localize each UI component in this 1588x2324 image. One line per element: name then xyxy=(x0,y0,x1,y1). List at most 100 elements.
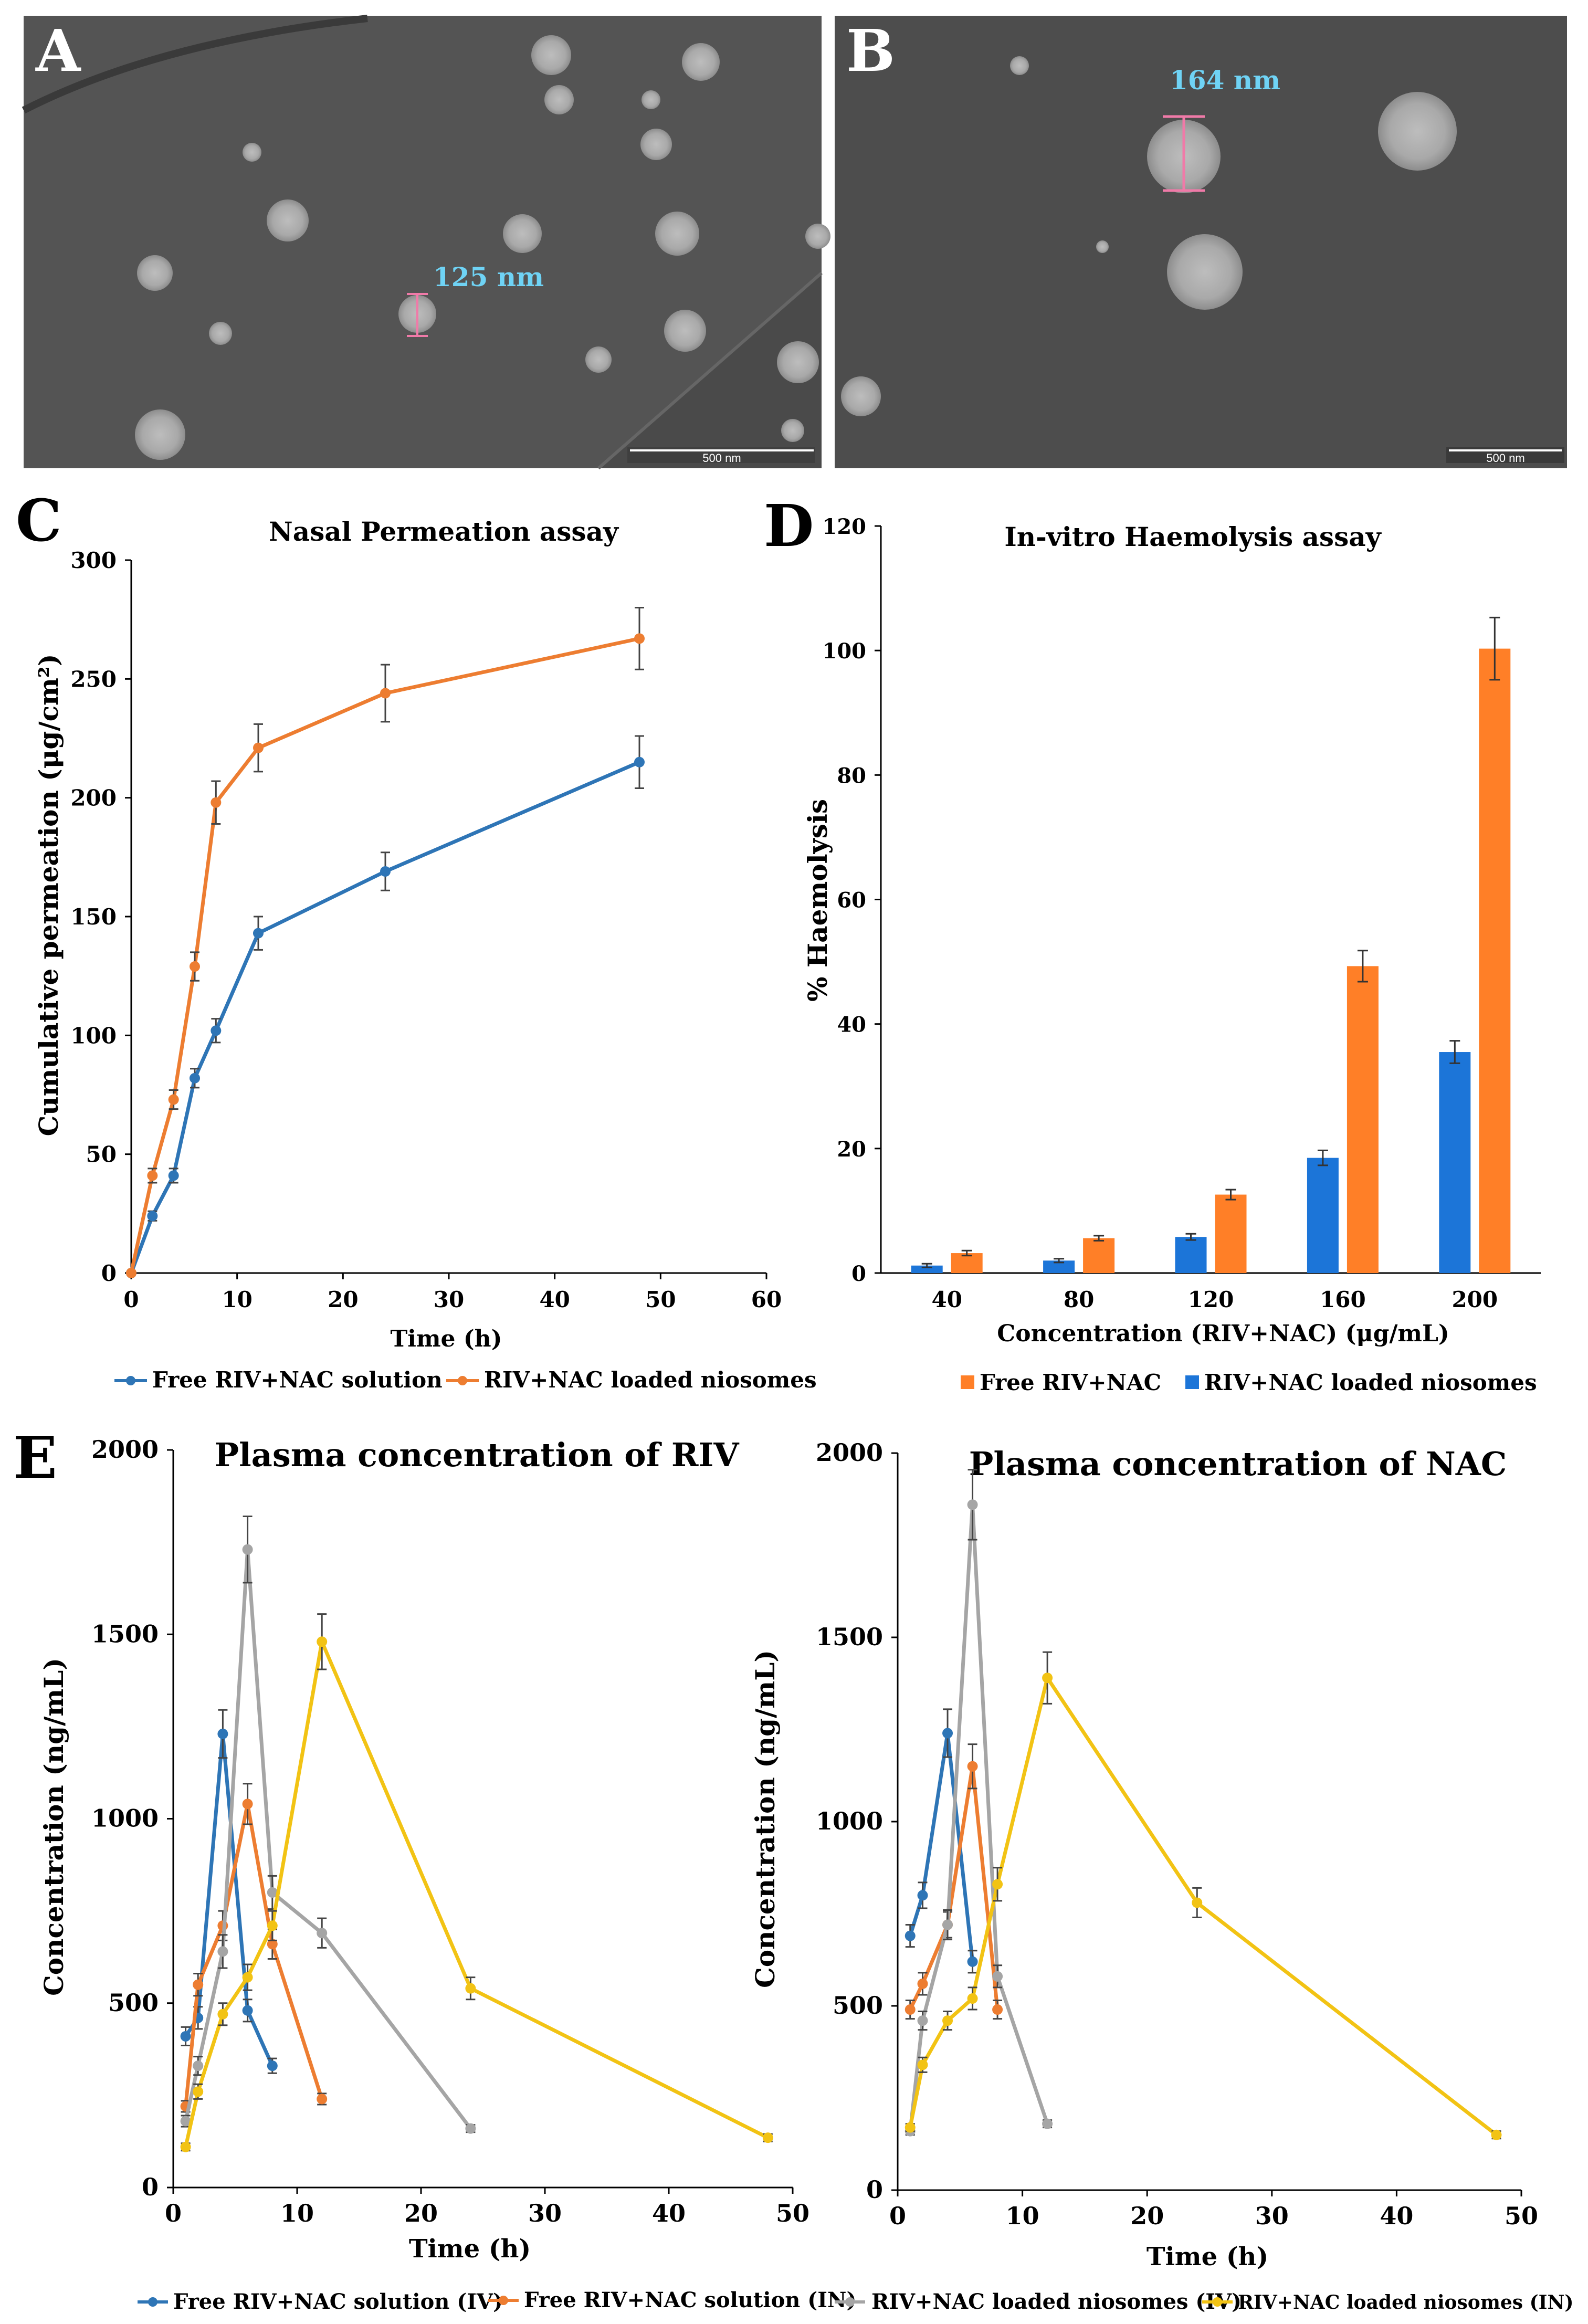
y-tick-label: 120 xyxy=(823,514,867,539)
chart-d-ylabel: % Haemolysis xyxy=(802,799,833,1002)
chart-e2-ylabel: Concentration (ng/mL) xyxy=(750,1650,781,1988)
bar-riv-nac-loaded-niosomes-80 xyxy=(1043,1260,1075,1273)
x-tick-label: 50 xyxy=(645,1287,676,1312)
bar-riv-nac-loaded-niosomes-40 xyxy=(911,1265,943,1273)
data-point xyxy=(917,1978,928,1989)
data-point xyxy=(242,1972,253,1983)
x-tick-label: 40 xyxy=(652,2199,686,2227)
data-point xyxy=(267,2060,278,2071)
data-point xyxy=(253,742,264,753)
data-point xyxy=(992,1879,1003,1890)
panel-b-measure-label: 164 nm xyxy=(1170,65,1280,96)
x-tick-label: 50 xyxy=(776,2199,809,2227)
bar-free-riv-nac-160 xyxy=(1347,966,1379,1273)
bar-free-riv-nac-120 xyxy=(1215,1194,1247,1273)
series-riv-nac-loaded-niosomes xyxy=(126,607,645,1278)
chart-e1-series xyxy=(180,1515,773,2152)
data-point xyxy=(942,1919,953,1930)
y-tick-label: 80 xyxy=(837,763,866,788)
data-point xyxy=(193,2086,204,2097)
data-point xyxy=(634,633,645,644)
chart-c-series xyxy=(126,607,645,1278)
series-free-riv-nac-solution xyxy=(126,735,645,1278)
panel-e-letter: E xyxy=(13,1424,57,1491)
y-tick-label: 2000 xyxy=(816,1438,883,1467)
y-tick-label: 0 xyxy=(142,2173,159,2201)
x-tick-label: 30 xyxy=(528,2199,562,2227)
bar-free-riv-nac-40 xyxy=(951,1253,983,1273)
data-point xyxy=(380,866,391,877)
panel-b-micrograph xyxy=(835,16,1567,468)
legend-e-nio-in-marker xyxy=(1213,2297,1222,2307)
data-point xyxy=(967,1993,978,2004)
data-point xyxy=(1042,2118,1053,2129)
x-tick-label: 20 xyxy=(404,2199,438,2227)
data-point xyxy=(180,2031,191,2042)
panel-d-letter: D xyxy=(764,492,814,560)
y-tick-label: 0 xyxy=(866,2175,883,2204)
chart-e1-ticks: 0 500 1000 1500 2000 0 10 20 30 40 50 xyxy=(91,1435,809,2227)
bar-riv-nac-loaded-niosomes-160 xyxy=(1307,1158,1339,1273)
data-point xyxy=(190,961,200,972)
legend-c-niosome-marker xyxy=(458,1376,467,1385)
data-point xyxy=(267,1920,278,1931)
data-point xyxy=(380,688,391,699)
y-tick-label: 300 xyxy=(70,548,117,573)
y-tick-label: 50 xyxy=(86,1142,117,1168)
chart-e1-title: Plasma concentration of RIV xyxy=(215,1436,740,1474)
x-tick-label: 20 xyxy=(1130,2202,1164,2230)
legend-c-free-marker xyxy=(126,1376,135,1385)
data-point xyxy=(905,2122,916,2133)
panel-a-scale-label: 500 nm xyxy=(702,451,741,465)
chart-c-xlabel: Time (h) xyxy=(391,1326,502,1352)
data-point xyxy=(967,1499,978,1510)
legend-e-nio-iv-marker xyxy=(845,2297,855,2307)
data-point xyxy=(317,1636,328,1647)
series-line-riv-nac-loaded-niosomes-in xyxy=(908,1676,1498,2137)
data-point xyxy=(992,1971,1003,1982)
data-point xyxy=(905,1930,916,1941)
panel-b-letter: B xyxy=(846,17,895,85)
chart-d-bars xyxy=(911,616,1511,1273)
y-tick-label: 100 xyxy=(823,639,867,664)
data-point xyxy=(217,1946,228,1957)
x-tick-label: 40 xyxy=(539,1287,570,1312)
legend-e-free-in-label: Free RIV+NAC solution (IN) xyxy=(524,2288,856,2312)
x-tick-label: 200 xyxy=(1452,1287,1498,1312)
data-point xyxy=(917,2015,928,2026)
series-free-riv-nac-solution-iv xyxy=(905,1708,978,1974)
legend-d-niosome-swatch xyxy=(1185,1375,1199,1389)
chart-c-legend: Free RIV+NAC solution RIV+NAC loaded nio… xyxy=(114,1367,817,1393)
data-point xyxy=(211,1025,222,1036)
data-point xyxy=(967,1956,978,1967)
bar-free-riv-nac-200 xyxy=(1479,648,1511,1273)
y-tick-label: 0 xyxy=(101,1260,117,1286)
x-tick-label: 60 xyxy=(751,1287,782,1312)
data-point xyxy=(1042,1673,1053,1684)
data-point xyxy=(942,2015,953,2026)
x-tick-label: 160 xyxy=(1320,1287,1366,1312)
data-point xyxy=(1192,1897,1203,1908)
panel-a-letter: A xyxy=(35,17,81,85)
x-tick-label: 10 xyxy=(222,1287,252,1312)
series-riv-nac-loaded-niosomes-in xyxy=(180,1613,773,2152)
y-tick-label: 20 xyxy=(837,1137,866,1162)
legend-c-niosome-label: RIV+NAC loaded niosomes xyxy=(484,1367,817,1393)
data-point xyxy=(147,1170,158,1181)
panel-a-measure-label: 125 nm xyxy=(433,261,544,292)
data-point xyxy=(917,2059,928,2070)
chart-c-ylabel: Cumulative permeation (μg/cm²) xyxy=(33,654,64,1137)
bar-riv-nac-loaded-niosomes-200 xyxy=(1439,1052,1471,1273)
y-tick-label: 1500 xyxy=(91,1620,159,1648)
x-tick-label: 80 xyxy=(1064,1287,1094,1312)
y-tick-label: 500 xyxy=(108,1989,159,2017)
y-tick-label: 100 xyxy=(70,1023,117,1048)
x-tick-label: 0 xyxy=(123,1287,139,1312)
chart-e1-xlabel: Time (h) xyxy=(409,2234,531,2264)
data-point xyxy=(992,2004,1003,2015)
data-point xyxy=(917,1890,928,1901)
series-line-free-riv-nac-solution-in xyxy=(184,1802,324,2107)
data-point xyxy=(967,1761,978,1772)
legend-e-nio-in-label: RIV+NAC loaded niosomes (IN) xyxy=(1238,2291,1573,2314)
